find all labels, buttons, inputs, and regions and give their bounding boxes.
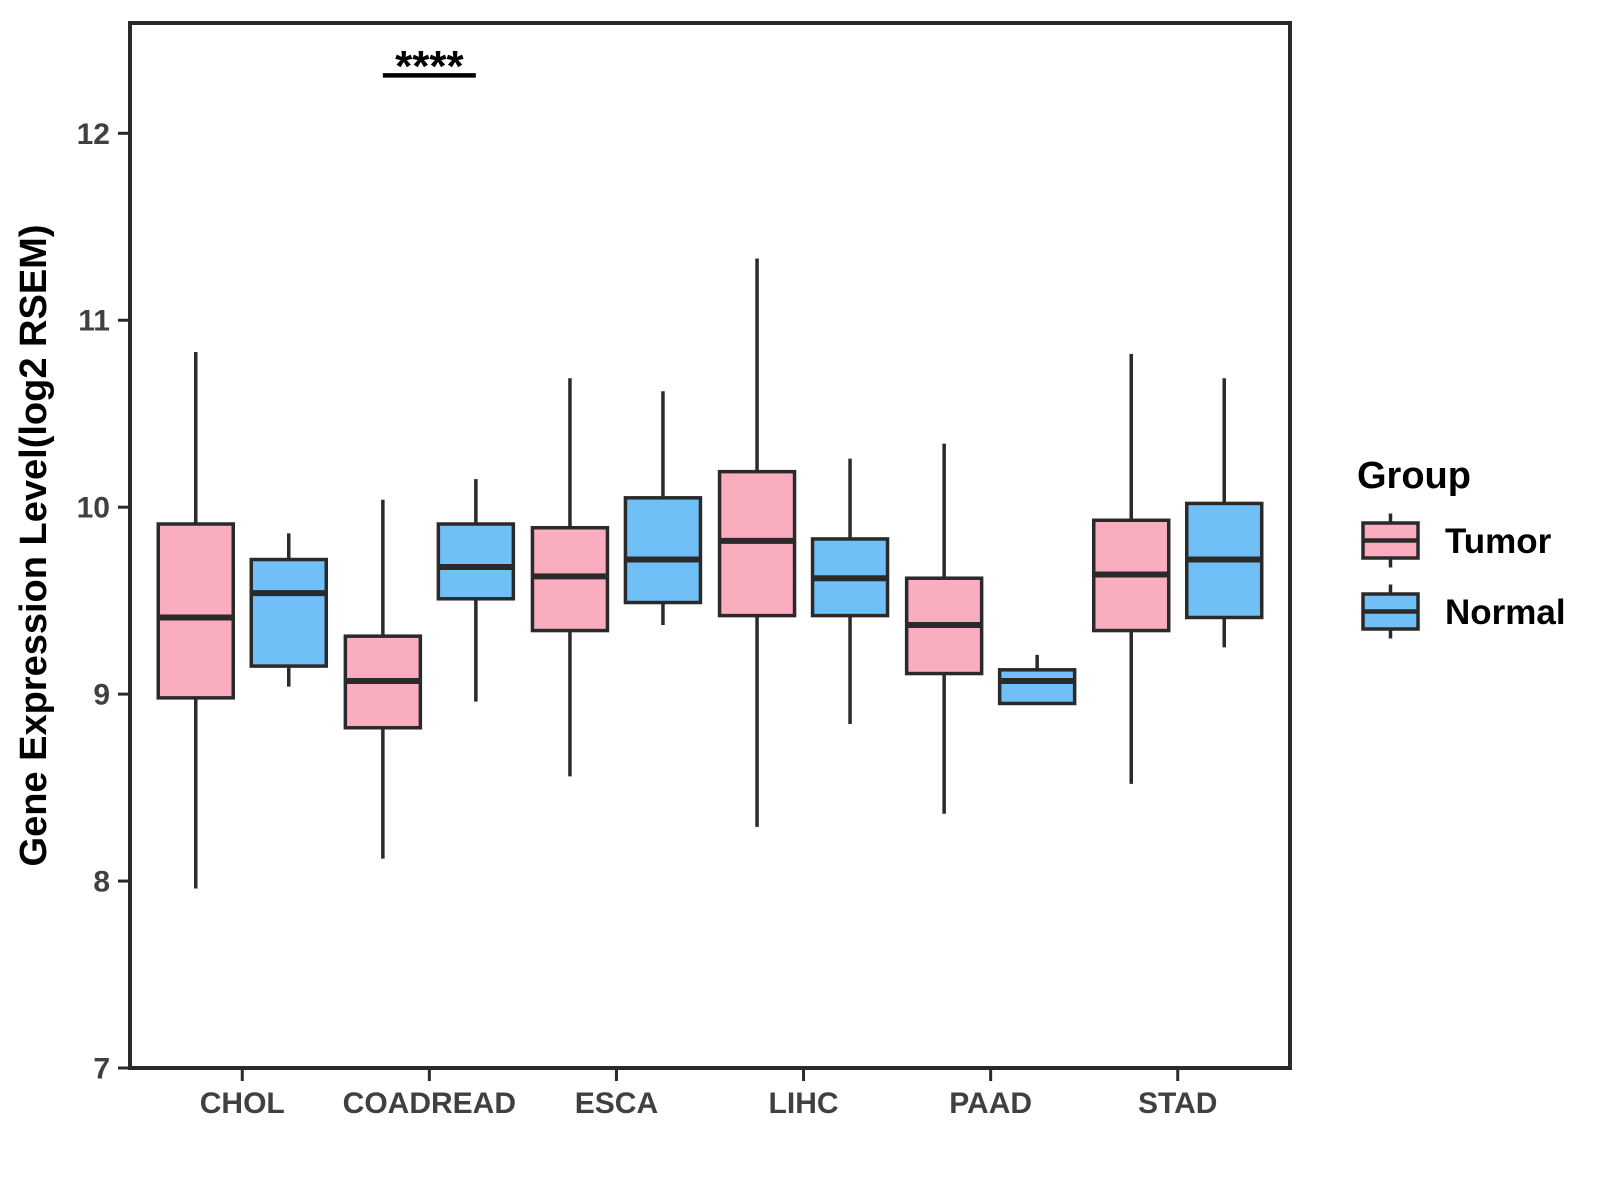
box-Normal-CHOL (249, 557, 329, 668)
significance-label: **** (395, 42, 464, 91)
legend-label-tumor: Tumor (1445, 522, 1552, 561)
box-Normal-PAAD (997, 668, 1077, 706)
box-Normal-COADREAD (436, 522, 516, 601)
x-tick-label-ESCA: ESCA (575, 1087, 658, 1120)
y-tick-label-10: 10 (77, 492, 110, 525)
panel-border (128, 21, 1292, 1070)
x-tick-label-STAD: STAD (1138, 1087, 1217, 1120)
y-tick-label-12: 12 (77, 118, 110, 151)
y-axis-title: Gene Expression Level(log2 RSEM) (13, 225, 55, 867)
x-tick-label-PAAD: PAAD (949, 1087, 1032, 1120)
x-tick-label-CHOL: CHOL (200, 1087, 285, 1120)
legend-title: Group (1357, 455, 1471, 497)
legend-label-normal: Normal (1445, 593, 1566, 632)
x-tick-label-LIHC: LIHC (769, 1087, 839, 1120)
box-Tumor-CHOL (156, 522, 236, 700)
y-tick-label-8: 8 (93, 866, 110, 899)
y-tick-label-9: 9 (93, 679, 110, 712)
y-tick-label-7: 7 (93, 1053, 110, 1086)
x-tick-label-COADREAD: COADREAD (343, 1087, 516, 1120)
box-Normal-ESCA (623, 496, 703, 605)
y-tick-label-11: 11 (78, 305, 110, 338)
